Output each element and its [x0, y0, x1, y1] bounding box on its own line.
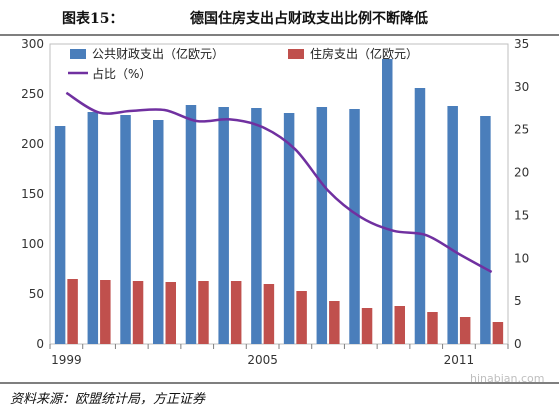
- y-axis-left: 0 50 100 150 200 250 300: [21, 37, 44, 351]
- public-spending-bar: [414, 88, 426, 344]
- public-spending-bar: [447, 106, 458, 344]
- public-spending-bar: [480, 116, 491, 344]
- public-spending-bar: [283, 113, 295, 344]
- ratio-series-line: [65, 91, 493, 274]
- legend-label-housing: 住房支出（亿欧元）: [310, 46, 418, 61]
- public-spending-bar: [120, 115, 131, 344]
- housing-spending-bar: [198, 281, 209, 344]
- y-right-tick-label: 20: [514, 166, 529, 180]
- figure-label: 图表15：: [62, 11, 124, 27]
- x-tick-label: 2005: [247, 353, 278, 367]
- y-right-tick-label: 10: [514, 251, 529, 265]
- housing-spending-bar: [132, 281, 144, 344]
- housing-spending-bar: [263, 284, 275, 344]
- public-spending-bar: [185, 105, 197, 344]
- legend-label-ratio: 占比（%）: [92, 66, 151, 81]
- legend-label-public: 公共财政支出（亿欧元）: [92, 46, 224, 61]
- chart-title: 德国住房支出占财政支出比例不断降低: [190, 11, 428, 27]
- housing-spending-bar: [100, 280, 111, 344]
- public-spending-bar: [54, 126, 66, 344]
- chart-area: 0 50 100 150 200 250 300 0 5 10 15 20 25 30 35 1999 20…: [21, 37, 529, 367]
- y-right-tick-label: 5: [514, 294, 522, 308]
- legend-swatch-public: [70, 49, 86, 59]
- chart-header: 图表15： 德国住房支出占财政支出比例不断降低: [0, 0, 559, 36]
- bars-group: [54, 59, 504, 344]
- footer-rule: [0, 382, 559, 384]
- x-axis: 1999 2005 2011: [49, 344, 509, 367]
- legend: 公共财政支出（亿欧元） 住房支出（亿欧元） 占比（%）: [68, 46, 418, 81]
- public-spending-bar: [153, 120, 164, 344]
- housing-spending-bar: [361, 308, 373, 344]
- housing-spending-bar: [329, 301, 340, 344]
- y-left-tick-label: 200: [21, 137, 44, 151]
- housing-spending-bar: [492, 322, 504, 344]
- y-left-tick-label: 50: [29, 287, 44, 301]
- watermark: hinabian.com: [470, 372, 545, 385]
- x-tick-label: 1999: [51, 353, 82, 367]
- housing-spending-bar: [459, 317, 471, 344]
- housing-spending-bar: [67, 279, 78, 344]
- legend-swatch-housing: [288, 49, 304, 59]
- plot-border: [49, 43, 509, 345]
- public-spending-bar: [87, 112, 99, 344]
- housing-spending-bar: [427, 312, 438, 344]
- public-spending-bar: [251, 108, 262, 344]
- y-right-tick-label: 0: [514, 337, 522, 351]
- housing-spending-bar: [394, 306, 405, 344]
- plot-frame: [49, 43, 509, 345]
- housing-spending-bar: [230, 281, 242, 344]
- y-right-tick-label: 30: [514, 80, 529, 94]
- public-spending-bar: [349, 109, 360, 344]
- ratio-line-group: [65, 91, 493, 274]
- y-right-tick-label: 25: [514, 123, 529, 137]
- y-right-tick-label: 35: [514, 37, 529, 51]
- public-spending-bar: [218, 107, 229, 344]
- y-left-tick-label: 100: [21, 237, 44, 251]
- y-left-tick-label: 150: [21, 187, 44, 201]
- public-spending-bar: [316, 107, 328, 344]
- y-right-tick-label: 15: [514, 208, 529, 222]
- y-left-tick-label: 250: [21, 87, 44, 101]
- public-spending-bar: [382, 59, 393, 344]
- source-note: 资料来源：欧盟统计局，方正证券: [10, 392, 206, 407]
- y-axis-right: 0 5 10 15 20 25 30 35: [514, 37, 529, 351]
- housing-spending-bar: [296, 291, 307, 344]
- housing-spending-bar: [165, 282, 176, 344]
- y-left-tick-label: 0: [36, 337, 44, 351]
- y-left-tick-label: 300: [21, 37, 44, 51]
- x-tick-label: 2011: [444, 353, 475, 367]
